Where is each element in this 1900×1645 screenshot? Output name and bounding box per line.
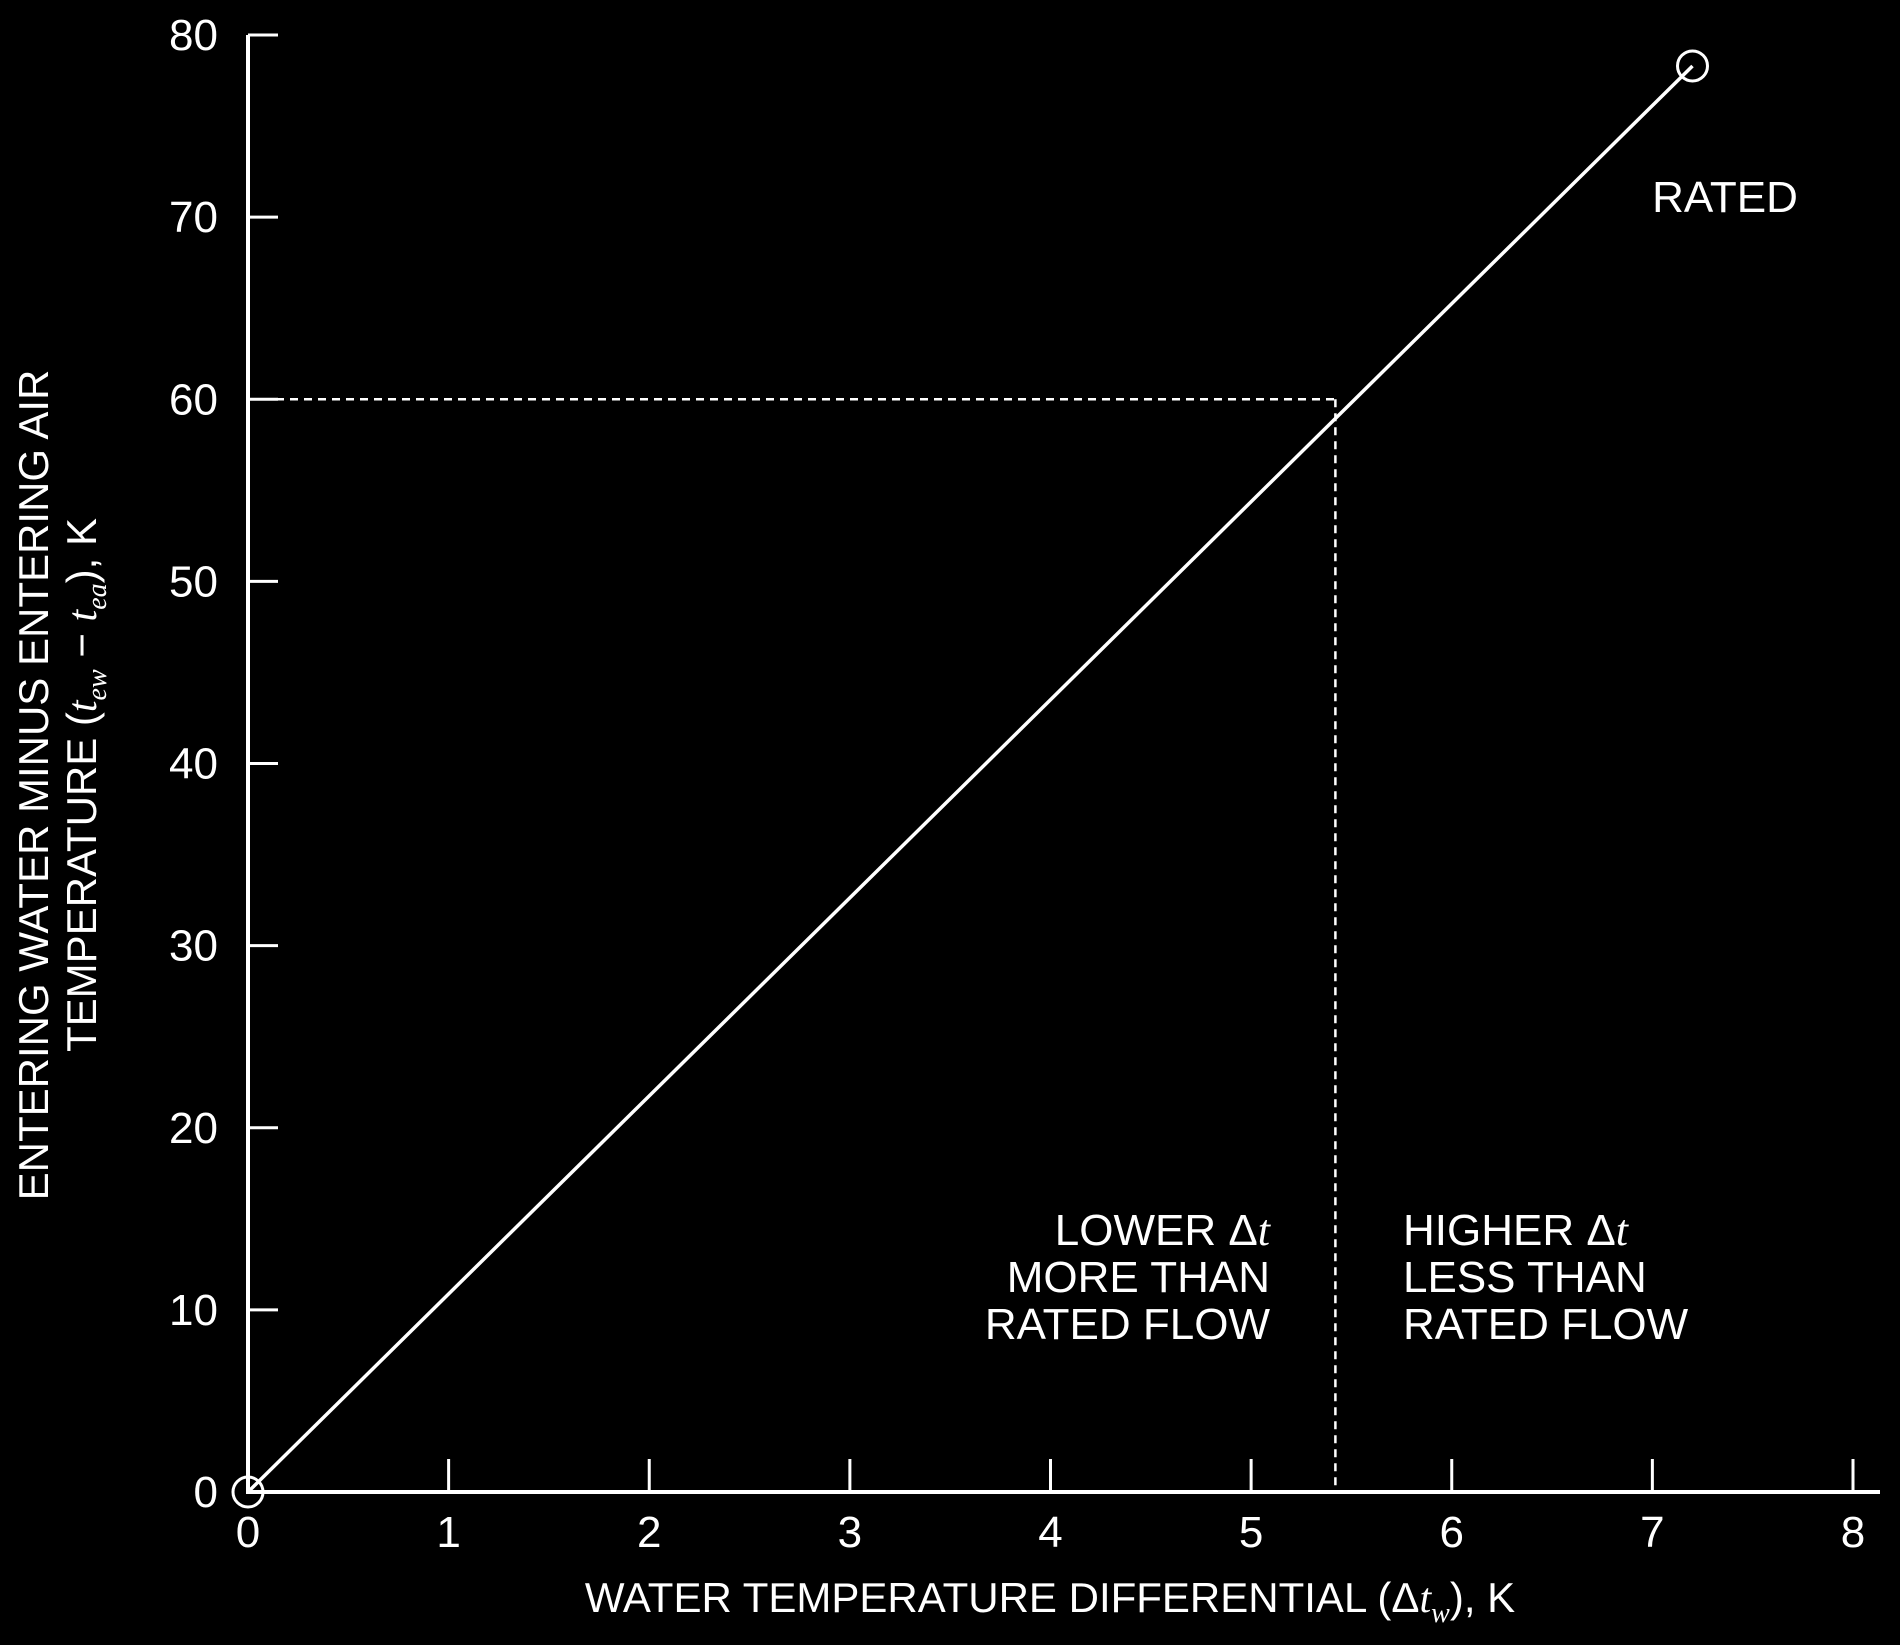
data-point-marker — [1676, 49, 1709, 83]
y-axis-title-line2: TEMPERATURE (tew − tea), K — [58, 518, 113, 1052]
y-ticks: 0 10 20 30 40 50 60 70 80 — [169, 11, 278, 1517]
y-tick-label: 60 — [169, 375, 218, 424]
x-tick-label: 8 — [1841, 1508, 1865, 1557]
x-tick-label: 6 — [1440, 1508, 1464, 1557]
annotation-right-line3: RATED FLOW — [1403, 1300, 1689, 1349]
data-point-marker — [231, 1475, 265, 1509]
x-ticks: 0 1 2 3 4 5 6 7 8 — [236, 1459, 1865, 1557]
x-axis-title: WATER TEMPERATURE DIFFERENTIAL (Δtw), K — [585, 1574, 1515, 1629]
x-tick-label: 5 — [1239, 1508, 1263, 1557]
y-tick-label: 80 — [169, 11, 218, 60]
y-tick-label: 30 — [169, 922, 218, 971]
annotation-rated: RATED — [1652, 173, 1798, 222]
y-tick-label: 50 — [169, 557, 218, 606]
annotation-left-line3: RATED FLOW — [985, 1300, 1271, 1349]
x-tick-label: 3 — [838, 1508, 862, 1557]
series-line — [246, 64, 1694, 1494]
x-tick-label: 7 — [1640, 1508, 1664, 1557]
annotation-right-line1: HIGHER Δt — [1403, 1206, 1630, 1255]
y-tick-label: 20 — [169, 1104, 218, 1153]
x-tick-label: 0 — [236, 1508, 260, 1557]
annotation-right-line2: LESS THAN — [1403, 1253, 1647, 1302]
y-tick-label: 40 — [169, 740, 218, 789]
annotation-left-line1: LOWER Δt — [1055, 1206, 1272, 1255]
y-tick-label: 10 — [169, 1286, 218, 1335]
annotation-left-line2: MORE THAN — [1007, 1253, 1270, 1302]
y-axis-title-line1: ENTERING WATER MINUS ENTERING AIR — [10, 370, 57, 1201]
x-tick-label: 1 — [436, 1508, 460, 1557]
x-tick-label: 2 — [637, 1508, 661, 1557]
x-tick-label: 4 — [1038, 1508, 1062, 1557]
series-group — [246, 64, 1694, 1494]
y-tick-label: 0 — [194, 1468, 218, 1517]
markers-group — [231, 49, 1709, 1509]
y-tick-label: 70 — [169, 193, 218, 242]
